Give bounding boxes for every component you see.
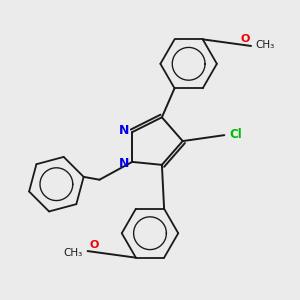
Text: CH₃: CH₃ <box>64 248 83 257</box>
Text: N: N <box>119 124 129 137</box>
Text: CH₃: CH₃ <box>256 40 275 50</box>
Text: Cl: Cl <box>230 128 242 141</box>
Text: N: N <box>119 157 129 170</box>
Text: O: O <box>240 34 250 44</box>
Text: O: O <box>89 240 98 250</box>
